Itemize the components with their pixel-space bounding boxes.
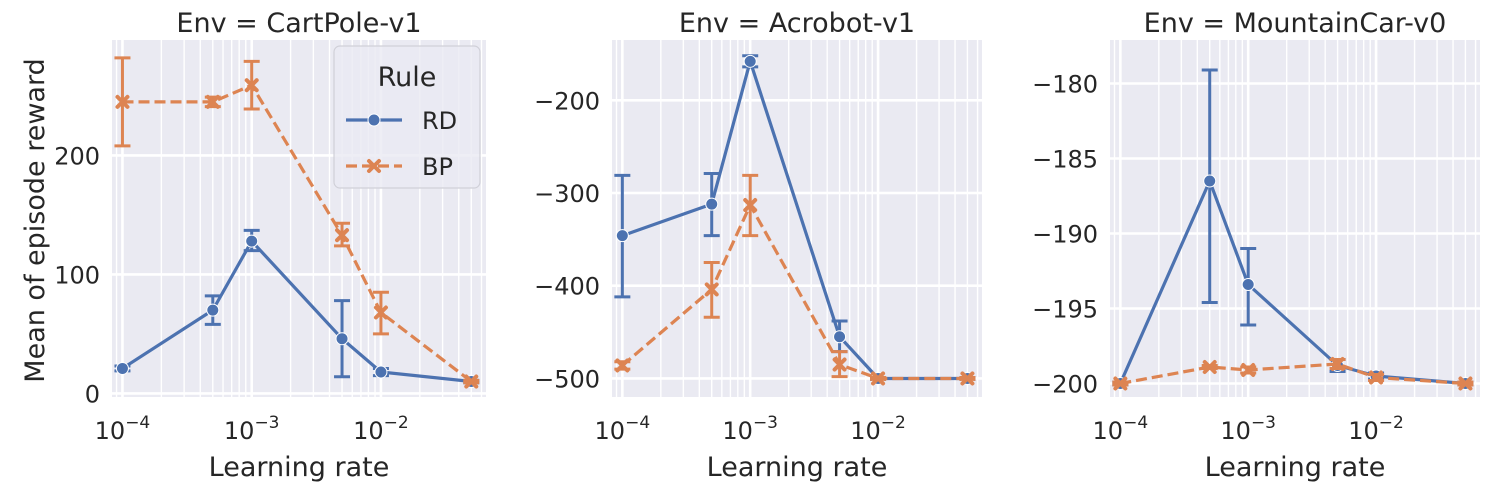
data-point (615, 358, 630, 373)
data-point (1330, 357, 1345, 371)
data-point (245, 234, 259, 248)
data-point (960, 371, 975, 386)
data-point (115, 361, 129, 375)
data-point (335, 228, 350, 243)
y-tick-label: −190 (1032, 221, 1098, 249)
y-tick-label: −195 (1032, 296, 1098, 324)
data-point (335, 332, 349, 346)
data-point (115, 94, 130, 109)
data-point (206, 303, 220, 317)
data-point (871, 371, 886, 386)
y-tick-label: −185 (1032, 146, 1098, 174)
x-tick-label: 10−3 (224, 413, 280, 445)
x-tick-label: 10−4 (595, 413, 651, 445)
chart-panel-1: 10−4 10−3 10−2 0 100 200 Env = CartPole-v1 Lear… (20, 8, 486, 483)
chart-panel-3: 10−4 10−3 10−2 −200 −195 −190 −185 −180 Env = Mo… (1032, 8, 1480, 483)
series-line (121, 239, 472, 384)
data-point (244, 78, 259, 93)
series-bp (114, 56, 480, 389)
data-point (1369, 370, 1384, 385)
x-tick-label: 10−2 (353, 413, 409, 445)
chart-panel-2: 10−4 10−3 10−2 −500 −400 −300 −200 Env = Acrobo… (534, 8, 982, 483)
data-point (1241, 363, 1256, 377)
series-line (1120, 362, 1466, 386)
data-point (743, 54, 757, 68)
series-line (621, 203, 968, 381)
data-point (1241, 278, 1255, 291)
legend-label-bp: BP (422, 153, 453, 181)
data-point (1113, 376, 1128, 391)
data-point (833, 330, 847, 344)
y-tick-label: 200 (54, 142, 100, 170)
y-tick-label: −180 (1032, 71, 1098, 99)
x-tick-label: 10−3 (722, 413, 778, 445)
y-tick-label: −400 (534, 273, 600, 301)
data-point (615, 229, 629, 243)
y-tick-label: −300 (534, 180, 600, 208)
data-point (1202, 360, 1217, 374)
y-axis-label: Mean of episode reward (20, 58, 51, 382)
series-bp (1112, 357, 1474, 391)
x-axis-label: Learning rate (707, 452, 888, 483)
y-tick-label: −500 (534, 365, 600, 393)
y-tick-label: 0 (85, 380, 100, 408)
data-point (704, 282, 719, 297)
series-rd (114, 228, 480, 389)
data-point (1203, 174, 1217, 188)
data-point (374, 365, 388, 379)
chart-title: Env = Acrobot-v1 (679, 8, 915, 39)
data-point (832, 357, 847, 372)
chart-title: Env = MountainCar-v0 (1144, 8, 1447, 39)
series-bp (614, 173, 976, 386)
x-tick-label: 10−4 (95, 413, 151, 445)
legend-box (333, 45, 481, 189)
x-tick-label: 10−2 (1348, 413, 1404, 445)
x-tick-label: 10−3 (1220, 413, 1276, 445)
x-axis-label: Learning rate (209, 452, 390, 483)
data-point (705, 197, 719, 211)
x-axis-label: Learning rate (1205, 452, 1386, 483)
chart-title: Env = CartPole-v1 (176, 8, 421, 39)
plot-background (1110, 40, 1480, 397)
legend: Rule RD BP (333, 45, 481, 189)
data-point (205, 94, 220, 109)
x-tick-label: 10−4 (1093, 413, 1149, 445)
y-tick-label: 100 (54, 261, 100, 289)
data-point (373, 305, 388, 320)
legend-marker (367, 113, 381, 127)
y-tick-label: −200 (534, 87, 600, 115)
y-tick-label: −200 (1032, 371, 1098, 399)
data-point (743, 198, 758, 213)
data-point (464, 374, 479, 389)
data-point (1458, 376, 1473, 391)
legend-marker (367, 159, 381, 173)
x-tick-label: 10−2 (850, 413, 906, 445)
legend-title: Rule (378, 62, 437, 93)
legend-label-rd: RD (422, 107, 457, 135)
